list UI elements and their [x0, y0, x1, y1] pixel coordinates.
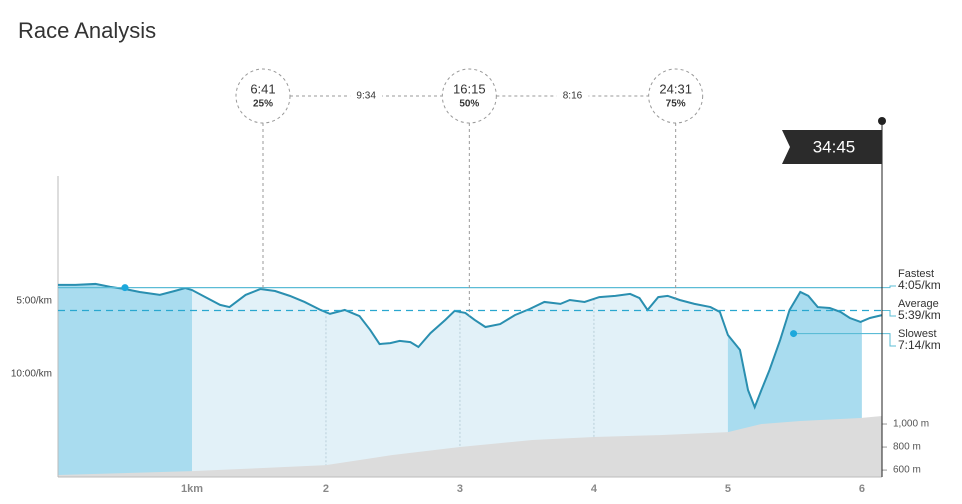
x-tick-label: 3	[457, 483, 463, 495]
y-tick-label: 10:00/km	[11, 369, 52, 380]
reference-name: Slowest	[898, 328, 937, 340]
finish-time: 34:45	[813, 137, 856, 156]
x-tick-label: 6	[859, 483, 865, 495]
reference-label: 5:39/km	[898, 308, 941, 322]
reference-name: Average	[898, 298, 939, 310]
reference-bracket	[882, 285, 896, 289]
split-time: 16:15	[453, 81, 486, 96]
x-tick-label: 2	[323, 483, 329, 495]
reference-bracket	[882, 333, 896, 347]
split-gap-bg	[556, 89, 589, 103]
chart-title: Race Analysis	[18, 18, 156, 43]
y2-tick-label: 600 m	[893, 465, 921, 476]
elevation-area	[58, 415, 882, 477]
reference-bracket	[882, 309, 896, 317]
y2-tick-label: 800 m	[893, 442, 921, 453]
split-time: 24:31	[659, 81, 692, 96]
reference-point	[790, 330, 798, 338]
y-tick-label: 5:00/km	[16, 296, 52, 307]
x-tick-label: 1km	[181, 483, 203, 495]
split-share: 75%	[666, 99, 686, 110]
x-tick-label: 4	[591, 483, 598, 495]
y2-tick-label: 1,000 m	[893, 419, 929, 430]
split-gap-bg	[350, 89, 383, 103]
reference-label: 7:14/km	[898, 338, 941, 352]
split-share: 50%	[459, 99, 479, 110]
split-share: 25%	[253, 99, 273, 110]
reference-point	[121, 284, 129, 292]
finish-flag	[782, 130, 882, 164]
reference-label: 4:05/km	[898, 278, 941, 292]
pace-area-highlight	[58, 283, 192, 477]
split-time: 6:41	[250, 81, 275, 96]
split-gap: 9:34	[356, 91, 376, 102]
finish-dot	[878, 117, 886, 125]
reference-name: Fastest	[898, 268, 934, 280]
x-tick-label: 5	[725, 483, 731, 495]
split-gap: 8:16	[563, 91, 583, 102]
pace-line	[58, 282, 883, 410]
